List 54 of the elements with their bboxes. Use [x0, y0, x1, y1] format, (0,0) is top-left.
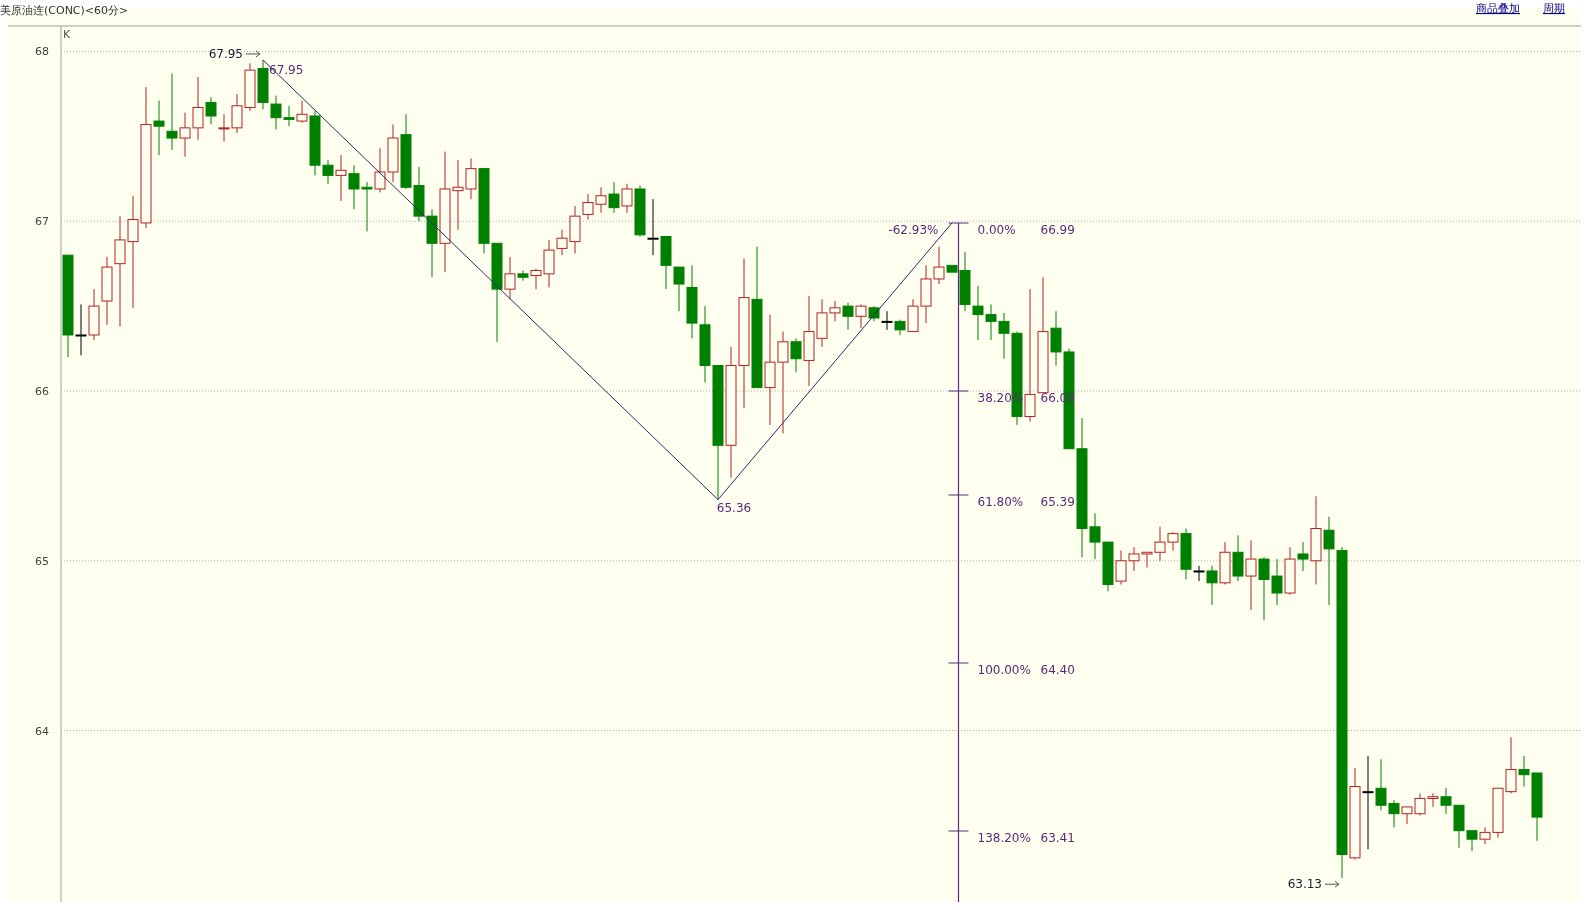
- annotation: K: [63, 28, 71, 41]
- y-tick-label: 66: [35, 385, 49, 398]
- annotation: 63.13: [1287, 877, 1322, 892]
- candlestick: [335, 154, 347, 202]
- candlestick: [257, 59, 269, 110]
- annotation: 66.99: [1040, 223, 1075, 237]
- annotation: 100.00%: [977, 663, 1031, 677]
- annotation: -62.93%: [888, 223, 939, 237]
- annotation: 61.80%: [977, 495, 1024, 509]
- candlestick: [1206, 565, 1218, 606]
- candlestick: [686, 264, 698, 339]
- candlestick: [894, 319, 906, 336]
- candlestick: [647, 198, 659, 256]
- candlestick: [296, 100, 308, 124]
- y-tick-label: 68: [35, 45, 49, 59]
- candlestick: [881, 310, 893, 331]
- candlestick: [634, 185, 646, 238]
- y-tick-label: 64: [35, 724, 49, 738]
- annotation: 67.95: [208, 46, 243, 61]
- y-tick-label: 67: [35, 215, 49, 229]
- candlestick: [205, 96, 217, 125]
- candlestick: [1297, 541, 1309, 572]
- annotation: 138.20%: [977, 831, 1031, 845]
- candlestick: [1219, 541, 1231, 586]
- text: 周期: [1543, 2, 1565, 15]
- candlestick: [1180, 528, 1192, 580]
- annotation: 64.40: [1040, 663, 1075, 677]
- candlestick: [1193, 565, 1205, 582]
- candlestick: [1336, 546, 1348, 879]
- candlestick: [101, 256, 113, 326]
- annotation: 65.39: [1040, 495, 1075, 509]
- candlestick: [1310, 495, 1322, 586]
- candlestick: [855, 303, 867, 329]
- candlestick: [842, 302, 854, 331]
- annotation: 63.41: [1040, 831, 1075, 845]
- text: 商品叠加: [1476, 2, 1520, 15]
- candlestick: [166, 73, 178, 151]
- y-tick-label: 65: [35, 554, 49, 568]
- annotation: 0.00%: [977, 223, 1016, 237]
- candlestick: [790, 337, 802, 373]
- candlestick: [153, 100, 165, 156]
- candlestick: [608, 181, 620, 214]
- candlestick: [1245, 539, 1257, 611]
- candlestick: [1024, 288, 1036, 423]
- candlestick: [1284, 546, 1296, 596]
- candlestick: [1232, 534, 1244, 582]
- annotation: 67.95: [269, 62, 304, 77]
- candlestick: [1323, 516, 1335, 606]
- candlestick: [621, 183, 633, 214]
- candlestick: [504, 256, 516, 300]
- candlestick: [426, 208, 438, 278]
- annotation: 65.36: [716, 500, 752, 515]
- candlestick: [517, 269, 529, 282]
- text: 美原油连(CONC)<60分>: [0, 4, 129, 17]
